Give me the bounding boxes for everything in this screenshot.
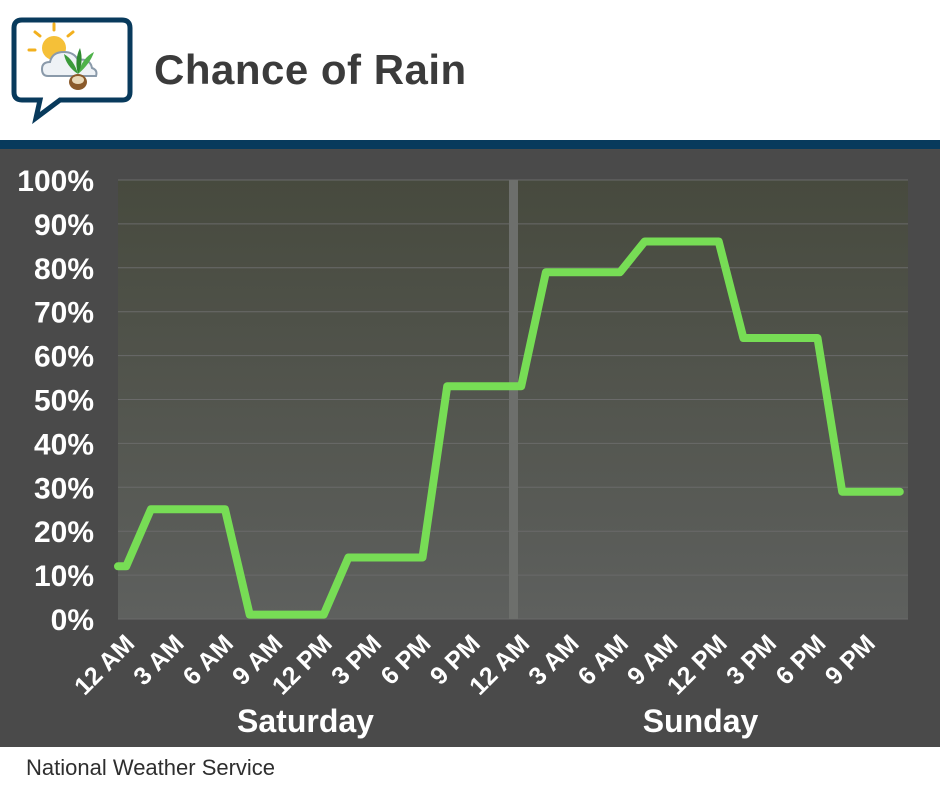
footer: National Weather Service [0,747,940,788]
source-credit: National Weather Service [26,755,276,780]
y-tick-label: 70% [34,297,94,330]
y-tick-label: 40% [34,428,94,461]
x-tick-label: 12 AM [69,629,140,700]
x-tick-label: 3 AM [128,629,189,690]
y-tick-label: 60% [34,341,94,374]
day-label: Saturday [237,703,374,739]
day-label: Sunday [643,703,759,739]
rain-chance-chart: 0%10%20%30%40%50%60%70%80%90%100% 12 AM3… [17,165,908,739]
y-tick-label: 90% [34,209,94,242]
x-tick-label: 6 AM [178,629,239,690]
weather-bubble-logo-icon [11,17,133,124]
y-tick-label: 30% [34,472,94,505]
x-tick-label: 6 AM [573,629,634,690]
x-tick-label: 3 PM [721,629,782,690]
y-tick-label: 80% [34,253,94,286]
chart-panel: 0% 10% 20% 30% 40% 50% 60% 70% 80% 90% 100% 12 AM 3… [0,149,940,747]
x-tick-label: 6 PM [770,629,831,690]
y-tick-label: 0% [51,604,94,637]
header: Chance of Rain [0,0,940,140]
x-tick-label: 3 AM [523,629,584,690]
header-divider [0,140,940,149]
day-divider [509,180,518,619]
y-tick-label: 50% [34,385,94,418]
rain-chance-series-line [114,237,904,619]
x-tick-label: 6 PM [375,629,436,690]
y-tick-label: 20% [34,516,94,549]
y-tick-label: 100% [17,165,94,198]
page-title: Chance of Rain [154,46,467,93]
y-tick-label: 10% [34,560,94,593]
x-tick-label: 9 PM [820,629,881,690]
x-tick-label: 3 PM [326,629,387,690]
